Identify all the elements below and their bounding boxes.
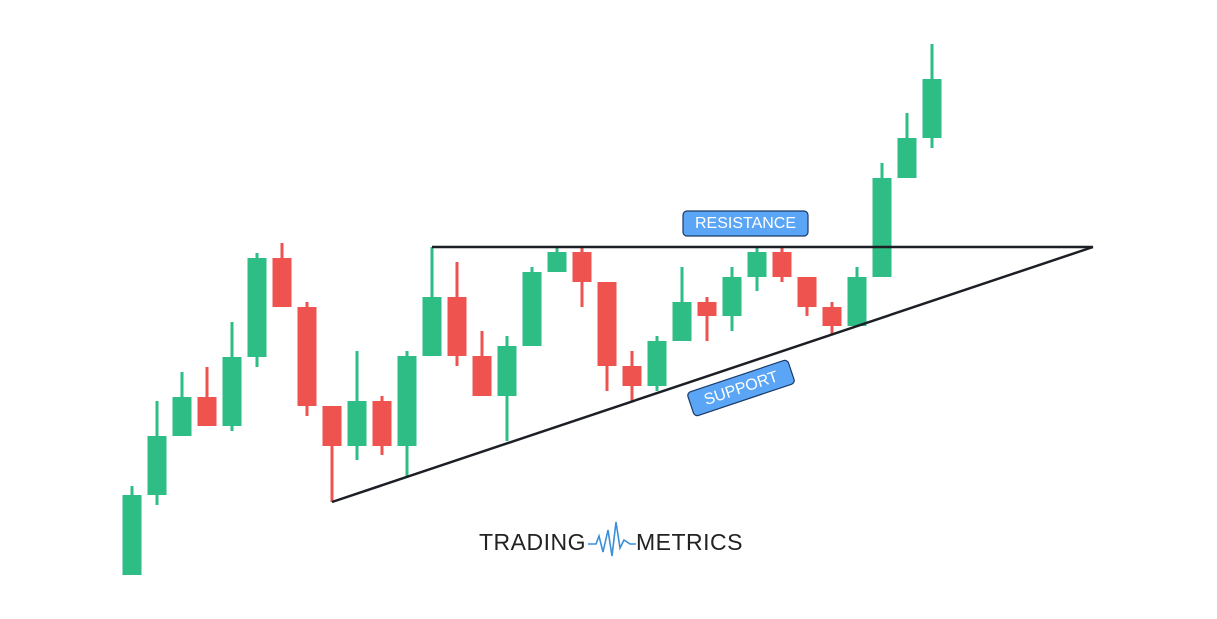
candle-body	[122, 495, 142, 575]
candle-body	[922, 79, 942, 138]
candle-body	[622, 366, 642, 386]
candle-body	[422, 297, 442, 356]
candle-body	[747, 252, 767, 277]
candle-body	[172, 397, 192, 436]
candle-body	[272, 258, 292, 307]
logo-right: METRICS	[636, 529, 743, 555]
resistance-tag	[682, 210, 809, 237]
support-tag-group: SUPPORT	[687, 359, 795, 417]
candle-body	[772, 252, 792, 277]
candle-body	[597, 282, 617, 366]
support-tag	[687, 359, 795, 417]
candle-body	[447, 297, 467, 356]
candle-body	[847, 277, 867, 326]
candle-body	[322, 406, 342, 446]
candle-body	[347, 401, 367, 446]
resistance-label: RESISTANCE	[695, 215, 796, 232]
candle-body	[372, 401, 392, 446]
candle-body	[722, 277, 742, 316]
candle-body	[697, 302, 717, 316]
candle-body	[647, 341, 667, 386]
candle-body	[247, 258, 267, 357]
candle-body	[547, 252, 567, 272]
candle-body	[797, 277, 817, 307]
candle-body	[222, 357, 242, 426]
candle-body	[822, 307, 842, 326]
candle-body	[572, 252, 592, 282]
candle-body	[497, 346, 517, 396]
candle-body	[522, 272, 542, 346]
candles	[122, 44, 942, 575]
support-line	[331, 245, 1094, 504]
candle-body	[297, 307, 317, 406]
logo-left: TRADING	[479, 529, 586, 555]
candle-body	[672, 302, 692, 341]
candle-body	[397, 356, 417, 446]
candle-body	[147, 436, 167, 495]
candle-body	[897, 138, 917, 178]
candle-body	[872, 178, 892, 277]
logo-icon	[588, 521, 636, 557]
candle-body	[197, 397, 217, 426]
candle-body	[472, 356, 492, 396]
